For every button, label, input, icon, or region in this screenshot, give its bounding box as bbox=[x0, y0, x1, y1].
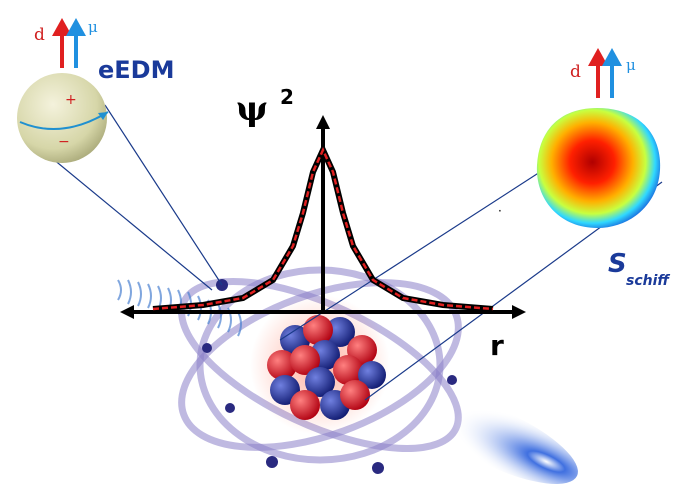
x-axis-label: r bbox=[490, 329, 504, 362]
schiff-arrows bbox=[588, 48, 622, 98]
nucleus bbox=[250, 295, 390, 435]
diagram: ψ 2 r + − d μ eEDM d μ · S schiff bbox=[0, 0, 683, 491]
electron-plus: + bbox=[65, 92, 77, 108]
schiff-subscript: schiff bbox=[626, 273, 670, 289]
comet bbox=[411, 379, 589, 491]
schiff-distribution bbox=[537, 108, 660, 228]
dot: · bbox=[498, 204, 502, 218]
schiff-dipole-label: d bbox=[570, 62, 581, 82]
electron-moment-label: μ bbox=[88, 18, 98, 36]
electron-minus: − bbox=[58, 134, 70, 150]
y-axis-label: ψ bbox=[236, 89, 268, 129]
y-axis-exponent: 2 bbox=[280, 85, 294, 109]
electron-arrows bbox=[52, 18, 86, 68]
electron-dipole-label: d bbox=[34, 25, 45, 45]
eedm-label: eEDM bbox=[98, 56, 174, 84]
schiff-symbol: S bbox=[608, 249, 627, 279]
schiff-moment-label: μ bbox=[626, 56, 636, 74]
